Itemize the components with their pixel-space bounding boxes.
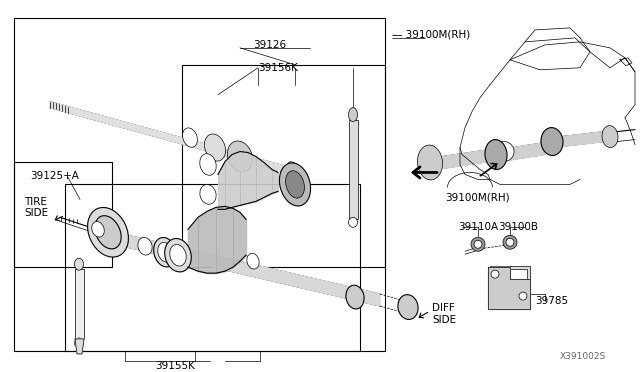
Ellipse shape [200, 154, 216, 175]
Text: TIRE
SIDE: TIRE SIDE [24, 196, 48, 218]
Text: — 39100M(RH): — 39100M(RH) [392, 30, 470, 40]
Ellipse shape [506, 238, 514, 246]
Ellipse shape [485, 140, 507, 170]
Ellipse shape [74, 258, 83, 270]
Polygon shape [562, 132, 605, 147]
Text: 39100B: 39100B [498, 222, 538, 232]
Polygon shape [50, 102, 290, 173]
Polygon shape [443, 150, 490, 169]
Ellipse shape [280, 163, 310, 206]
Text: 39785: 39785 [535, 296, 568, 306]
Bar [493, 269, 527, 307]
Ellipse shape [204, 134, 225, 161]
Ellipse shape [95, 216, 121, 249]
Ellipse shape [346, 285, 364, 309]
Text: 39110A: 39110A [458, 222, 498, 232]
Bar [490, 266, 530, 309]
Ellipse shape [471, 237, 485, 251]
Ellipse shape [494, 142, 514, 161]
Ellipse shape [491, 270, 499, 278]
Bar [182, 65, 385, 267]
Polygon shape [75, 339, 84, 354]
Ellipse shape [170, 244, 186, 266]
Ellipse shape [285, 171, 305, 198]
Text: 39155K: 39155K [155, 361, 195, 371]
Ellipse shape [503, 235, 517, 249]
Polygon shape [488, 267, 530, 309]
Ellipse shape [182, 128, 197, 147]
Ellipse shape [92, 221, 104, 237]
Ellipse shape [74, 338, 83, 348]
Ellipse shape [474, 240, 482, 248]
Bar [14, 163, 112, 267]
Bar [14, 18, 385, 351]
Ellipse shape [349, 217, 358, 227]
Ellipse shape [602, 126, 618, 148]
Ellipse shape [398, 295, 418, 320]
Ellipse shape [164, 238, 191, 272]
Ellipse shape [287, 162, 300, 179]
Polygon shape [507, 142, 545, 160]
Text: X391002S: X391002S [560, 352, 606, 361]
Bar [349, 120, 358, 219]
Bar [75, 269, 84, 339]
Ellipse shape [88, 208, 129, 257]
Text: 39125+A: 39125+A [30, 171, 79, 182]
Text: 39100M(RH): 39100M(RH) [445, 192, 509, 202]
Ellipse shape [158, 243, 172, 262]
Text: DIFF
SIDE: DIFF SIDE [432, 303, 456, 325]
Ellipse shape [349, 108, 358, 122]
Ellipse shape [519, 292, 527, 300]
Ellipse shape [200, 185, 216, 204]
Text: 39126: 39126 [253, 40, 287, 50]
Ellipse shape [417, 145, 442, 180]
Ellipse shape [138, 237, 152, 255]
Ellipse shape [227, 141, 253, 172]
Ellipse shape [154, 237, 176, 267]
Bar [65, 185, 360, 351]
Ellipse shape [541, 128, 563, 155]
Polygon shape [102, 229, 380, 306]
Text: 39156K: 39156K [258, 63, 298, 73]
Ellipse shape [247, 253, 259, 269]
